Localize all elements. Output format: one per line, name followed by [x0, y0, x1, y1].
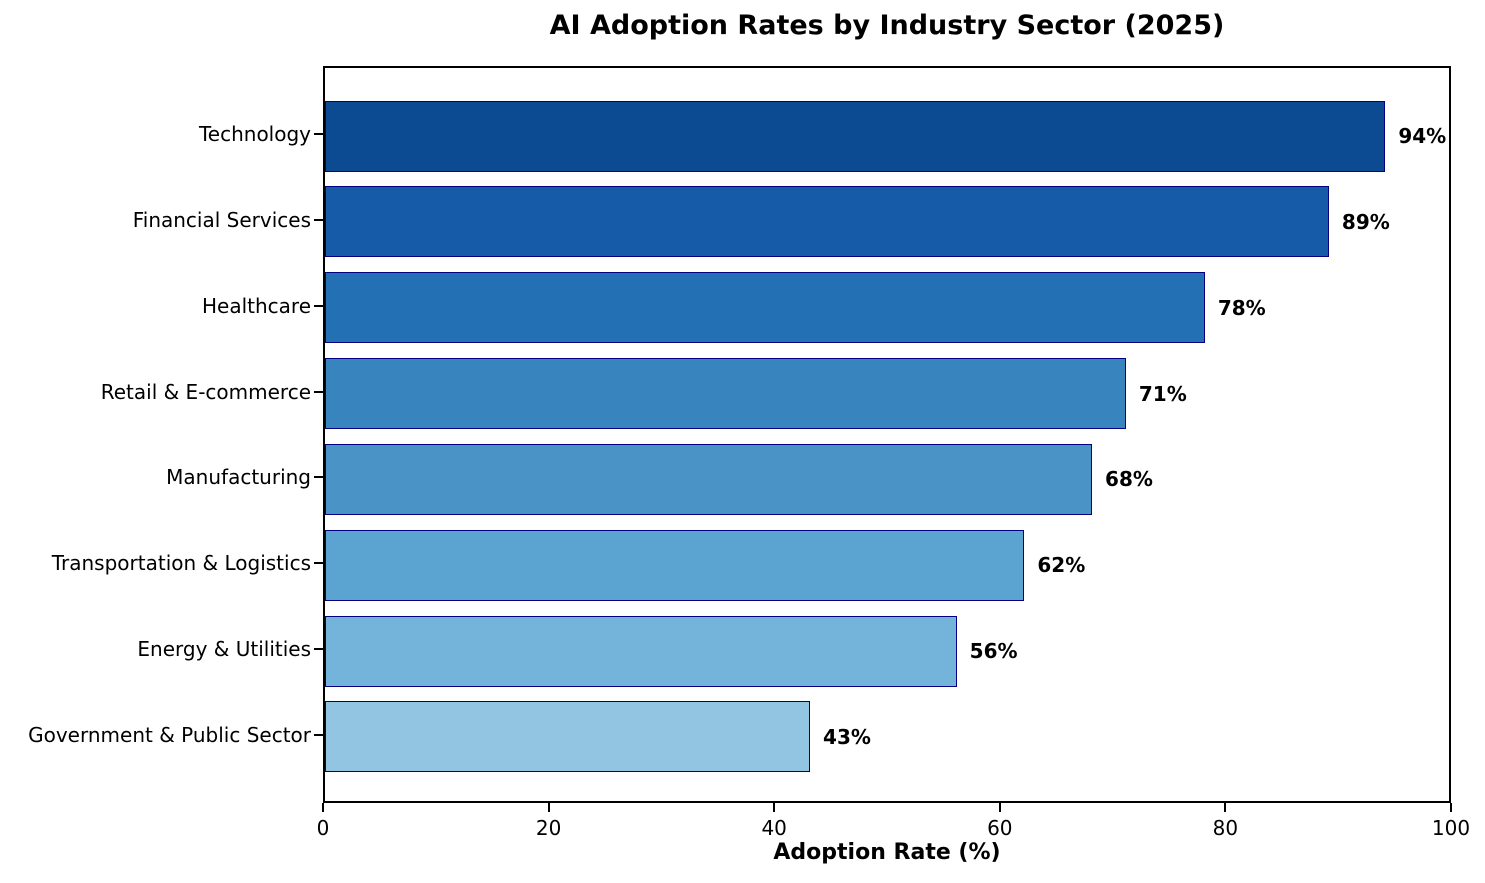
plot-area: 94% 89% 78% 71% 68% 62% 56% 43%: [323, 66, 1451, 803]
bar-energy-utilities: [325, 615, 957, 687]
category-label-transportation-logistics: Transportation & Logistics: [51, 551, 311, 576]
x-tick-label-20: 20: [535, 816, 562, 840]
bar-technology: [325, 100, 1386, 172]
category-label-technology: Technology: [198, 122, 311, 146]
bar-financial-services: [325, 186, 1329, 258]
value-label-government-public-sector: 43%: [823, 724, 871, 749]
x-tick-mark: [547, 803, 550, 812]
y-tick-mark: [314, 304, 323, 307]
y-tick-mark: [314, 390, 323, 393]
chart-title: AI Adoption Rates by Industry Sector (20…: [549, 10, 1225, 41]
y-tick-mark: [314, 648, 323, 651]
category-label-government-public-sector: Government & Public Sector: [28, 722, 311, 747]
bar-government-public-sector: [325, 701, 811, 773]
bar-healthcare: [325, 272, 1205, 344]
value-label-retail-e-commerce: 71%: [1138, 381, 1187, 406]
bar-retail-e-commerce: [325, 358, 1126, 430]
category-label-manufacturing: Manufacturing: [166, 465, 311, 490]
bar-manufacturing: [325, 443, 1093, 515]
value-label-financial-services: 89%: [1341, 209, 1390, 234]
y-tick-mark: [314, 133, 323, 135]
x-axis-label: Adoption Rate (%): [773, 840, 1001, 865]
y-tick-mark: [314, 733, 323, 736]
value-label-technology: 94%: [1398, 124, 1447, 148]
y-tick-mark: [314, 476, 323, 479]
y-tick-mark: [314, 562, 323, 565]
category-label-retail-e-commerce: Retail & E-commerce: [100, 379, 311, 404]
x-tick-mark: [998, 803, 1001, 812]
x-tick-mark: [773, 803, 776, 812]
x-tick-label-0: 0: [316, 816, 330, 840]
x-tick-mark: [322, 803, 324, 812]
x-tick-label-80: 80: [1212, 816, 1239, 840]
x-tick-label-40: 40: [761, 816, 787, 840]
value-label-energy-utilities: 56%: [969, 639, 1018, 664]
value-label-healthcare: 78%: [1217, 295, 1266, 320]
value-label-manufacturing: 68%: [1105, 467, 1153, 492]
category-label-financial-services: Financial Services: [132, 207, 311, 232]
x-tick-label-100: 100: [1431, 816, 1471, 840]
category-label-energy-utilities: Energy & Utilities: [137, 637, 311, 662]
y-tick-mark: [314, 218, 323, 221]
value-label-transportation-logistics: 62%: [1037, 553, 1086, 578]
category-label-healthcare: Healthcare: [201, 293, 311, 318]
x-tick-mark: [1450, 803, 1452, 812]
bar-transportation-logistics: [325, 529, 1025, 601]
x-tick-mark: [1224, 803, 1227, 812]
x-tick-label-60: 60: [987, 816, 1013, 840]
